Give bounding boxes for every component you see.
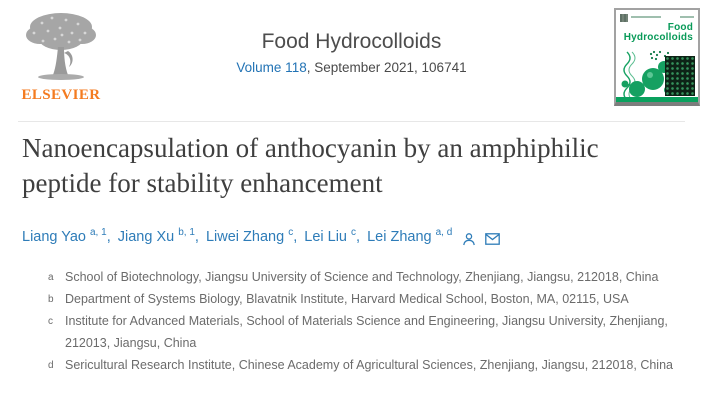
author-affil-sup: a, 1 bbox=[90, 227, 107, 239]
affiliation-label: d bbox=[48, 360, 54, 371]
author-separator: , bbox=[106, 229, 111, 245]
cover-micrograph-image bbox=[665, 56, 695, 96]
author: Lei Liu c, bbox=[304, 227, 363, 245]
header-divider bbox=[18, 121, 685, 122]
author-affil-sup: b, 1 bbox=[178, 227, 195, 239]
volume-link[interactable]: Volume 118 bbox=[236, 60, 307, 75]
author-name[interactable]: Lei Liu bbox=[304, 229, 347, 245]
affiliation-item: a School of Biotechnology, Jiangsu Univer… bbox=[48, 266, 684, 288]
affiliation-label: a bbox=[48, 272, 54, 283]
elsevier-wordmark: ELSEVIER bbox=[21, 87, 101, 103]
journal-cover-thumbnail[interactable]: Food Hydrocolloids bbox=[614, 8, 700, 106]
affiliation-label: b bbox=[48, 294, 54, 305]
author-separator: , bbox=[194, 229, 199, 245]
cover-accent-bar bbox=[616, 97, 698, 102]
journal-title-link[interactable]: Food Hydrocolloids bbox=[261, 30, 442, 53]
issue-rest: , September 2021, 106741 bbox=[306, 60, 467, 75]
journal-header: Food Hydrocolloids Volume 118, September… bbox=[0, 30, 703, 75]
envelope-icon[interactable] bbox=[485, 233, 501, 246]
person-icon[interactable] bbox=[462, 232, 476, 246]
author-name[interactable]: Jiang Xu bbox=[117, 229, 175, 245]
author-separator: , bbox=[293, 229, 298, 245]
elsevier-tree-logo bbox=[26, 13, 96, 80]
cover-microtext bbox=[680, 16, 694, 18]
author-separator: , bbox=[356, 229, 361, 245]
affiliation-list: a School of Biotechnology, Jiangsu Univer… bbox=[48, 266, 684, 376]
affiliation-text: Institute for Advanced Materials, School… bbox=[65, 314, 668, 350]
affiliation-text: Sericultural Research Institute, Chinese… bbox=[65, 358, 673, 372]
author: Jiang Xu b, 1, bbox=[117, 227, 202, 245]
elsevier-logo-link[interactable]: ELSEVIER bbox=[20, 9, 102, 104]
author-name[interactable]: Liang Yao bbox=[22, 229, 86, 245]
author-action-icons bbox=[462, 231, 501, 247]
cover-microtext bbox=[631, 16, 661, 18]
issue-line: Volume 118, September 2021, 106741 bbox=[0, 60, 703, 75]
author-affil-sup: c bbox=[288, 227, 294, 239]
affiliation-text: School of Biotechnology, Jiangsu Univers… bbox=[65, 270, 659, 284]
cover-barcode bbox=[620, 14, 628, 22]
affiliation-item: b Department of Systems Biology, Blavatni… bbox=[48, 288, 684, 310]
author-list: Liang Yao a, 1, Jiang Xu b, 1, Liwei Zha… bbox=[22, 227, 682, 247]
author-affil-sup: a, d bbox=[435, 227, 453, 239]
affiliation-label: c bbox=[48, 316, 53, 327]
author: Lei Zhang a, d bbox=[367, 227, 453, 245]
cover-journal-title: Food Hydrocolloids bbox=[623, 22, 693, 43]
affiliation-text: Department of Systems Biology, Blavatnik… bbox=[65, 292, 629, 306]
author-name[interactable]: Lei Zhang bbox=[367, 229, 432, 245]
affiliation-item: d Sericultural Research Institute, Chines… bbox=[48, 354, 684, 376]
author: Liwei Zhang c, bbox=[205, 227, 300, 245]
affiliation-item: c Institute for Advanced Materials, Schoo… bbox=[48, 310, 684, 354]
author: Liang Yao a, 1, bbox=[22, 227, 114, 245]
author-name[interactable]: Liwei Zhang bbox=[205, 229, 285, 245]
author-affil-sup: c bbox=[351, 227, 357, 239]
article-title: Nanoencapsulation of anthocyanin by an a… bbox=[22, 133, 599, 198]
